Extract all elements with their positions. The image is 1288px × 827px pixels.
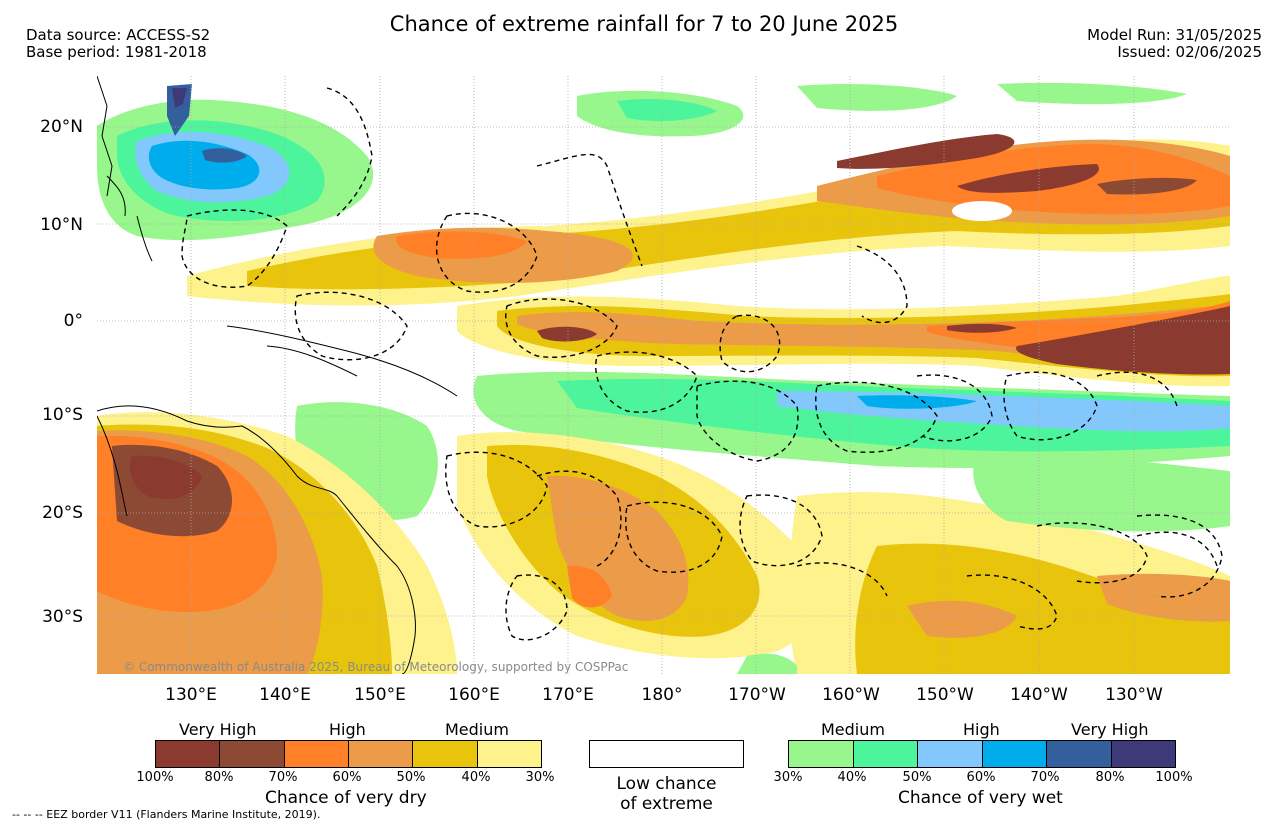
- dry-swatch: [220, 741, 285, 767]
- wet-swatch: [1111, 741, 1175, 767]
- map-title: Chance of extreme rainfall for 7 to 20 J…: [389, 12, 899, 36]
- dry-tick: 70%: [268, 770, 298, 785]
- wet-swatch: [853, 741, 918, 767]
- lon-label: 150°E: [354, 685, 406, 705]
- wet-tick: 50%: [902, 770, 932, 785]
- eez-footnote: -- -- -- EEZ border V11 (Flanders Marine…: [12, 808, 321, 821]
- wet-tick: 80%: [1095, 770, 1125, 785]
- data-source-text: Data source: ACCESS-S2: [26, 26, 211, 44]
- lon-label: 160°W: [822, 685, 880, 705]
- lon-label: 130°E: [165, 685, 217, 705]
- wet-tick: 70%: [1030, 770, 1060, 785]
- wet-tick: 40%: [837, 770, 867, 785]
- wet-region-northwest: [97, 84, 374, 241]
- wet-swatch: [918, 741, 983, 767]
- lon-label: 160°E: [448, 685, 500, 705]
- low-chance-label: Low chance of extreme: [589, 774, 744, 814]
- lon-label: 140°W: [1010, 685, 1068, 705]
- dry-tick: 80%: [204, 770, 234, 785]
- wet-region-north: [577, 82, 1187, 137]
- low-chance-swatch: [589, 740, 744, 768]
- eez-borders: [181, 87, 1223, 641]
- dry-tick: 30%: [525, 770, 555, 785]
- wet-tick: 100%: [1155, 770, 1193, 785]
- lat-label: 10°N: [40, 215, 83, 235]
- dry-region-australia: [97, 412, 457, 674]
- dry-tick: 60%: [332, 770, 362, 785]
- dry-tick: 40%: [461, 770, 491, 785]
- dry-level-label: High: [329, 720, 366, 739]
- lon-label: 170°W: [728, 685, 786, 705]
- dry-tick: 50%: [396, 770, 426, 785]
- model-run-text: Model Run: 31/05/2025: [1087, 26, 1262, 44]
- dry-band-north: [187, 134, 1230, 306]
- wet-band-south-equatorial: [473, 371, 1230, 468]
- lat-label: 10°S: [42, 405, 83, 425]
- dry-level-label: Very High: [179, 720, 257, 739]
- wet-swatch: [982, 741, 1047, 767]
- coastlines: [97, 76, 458, 674]
- dry-swatch: [284, 741, 349, 767]
- model-run-info: Model Run: 31/05/2025 Issued: 02/06/2025: [1087, 27, 1262, 61]
- low-chance-line1: Low chance: [616, 774, 717, 794]
- lat-label: 20°S: [42, 503, 83, 523]
- dry-level-label: Medium: [445, 720, 509, 739]
- issued-text: Issued: 02/06/2025: [1117, 43, 1262, 61]
- wet-level-label: Medium: [821, 720, 885, 739]
- data-source-info: Data source: ACCESS-S2 Base period: 1981…: [26, 27, 210, 61]
- wet-level-label: Very High: [1071, 720, 1149, 739]
- lon-label: 150°W: [916, 685, 974, 705]
- dry-band-equatorial: [457, 276, 1230, 387]
- wet-swatch: [789, 741, 854, 767]
- lat-label: 20°N: [40, 117, 83, 137]
- wet-colorbar: [788, 740, 1176, 768]
- copyright-notice: © Commonwealth of Australia 2025, Bureau…: [123, 660, 629, 674]
- base-period-text: Base period: 1981-2018: [26, 43, 207, 61]
- wet-level-label: High: [963, 720, 1000, 739]
- dry-colorbar: [155, 740, 542, 768]
- dry-swatch: [348, 741, 414, 767]
- dry-swatch: [413, 741, 478, 767]
- lon-label: 180°: [641, 685, 683, 705]
- low-chance-line2: of extreme: [620, 794, 713, 814]
- wet-legend-title: Chance of very wet: [898, 788, 1063, 808]
- dry-region-southwest-pacific: [457, 432, 1230, 674]
- lat-label: 30°S: [42, 607, 83, 627]
- wet-tick: 60%: [966, 770, 996, 785]
- dry-swatch: [156, 741, 221, 767]
- wet-region-south: [295, 402, 1230, 674]
- dry-legend-title: Chance of very dry: [265, 788, 427, 808]
- lat-label: 0°: [63, 311, 83, 331]
- dry-swatch: [477, 741, 541, 767]
- dry-tick: 100%: [136, 770, 174, 785]
- wet-swatch: [1047, 741, 1112, 767]
- lon-label: 140°E: [259, 685, 311, 705]
- lon-label: 170°E: [542, 685, 594, 705]
- rainfall-map: [97, 76, 1230, 674]
- wet-tick: 30%: [773, 770, 803, 785]
- lon-label: 130°W: [1105, 685, 1163, 705]
